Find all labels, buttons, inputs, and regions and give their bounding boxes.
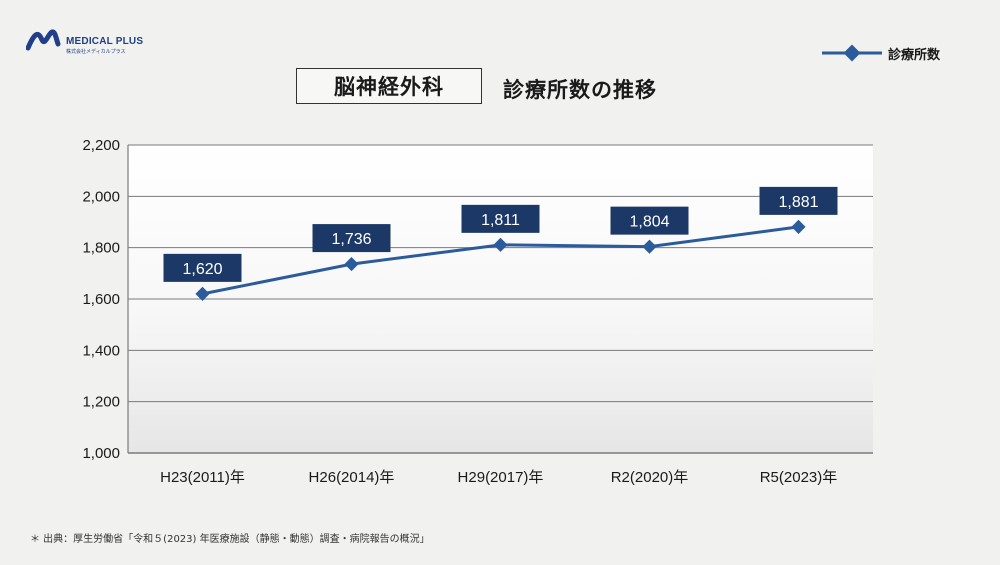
data-label: 1,881 xyxy=(778,194,818,211)
logo-mark-icon xyxy=(25,29,61,51)
source-footnote: ＊ 出典：厚生労働省「令和５(2023) 年医療施設（静態・動態）調査・病院報告… xyxy=(30,534,430,545)
x-tick-label: R5(2023)年 xyxy=(760,469,838,486)
gridlines xyxy=(128,144,873,454)
data-label: 1,736 xyxy=(331,231,371,248)
x-tick-label: H26(2014)年 xyxy=(309,469,395,486)
y-tick-label: 1,800 xyxy=(82,240,120,257)
brand-logo: MEDICAL PLUS 株式会社メディカルプラス xyxy=(25,24,156,64)
logo-company: 株式会社メディカルプラス xyxy=(66,49,126,55)
page-title: 診療所数の推移 xyxy=(503,78,657,102)
data-point xyxy=(791,219,806,234)
y-tick-label: 2,200 xyxy=(82,137,120,154)
logo-name: MEDICAL PLUS xyxy=(66,36,144,47)
y-tick-label: 1,400 xyxy=(82,342,120,359)
y-tick-label: 1,000 xyxy=(82,445,120,462)
data-label-box xyxy=(759,186,838,215)
data-label: 1,620 xyxy=(182,261,222,278)
data-label-box xyxy=(163,253,242,282)
data-point xyxy=(344,257,359,272)
chart-legend: 診療所数 xyxy=(820,40,970,66)
legend-label: 診療所数 xyxy=(888,48,941,63)
y-tick-label: 1,200 xyxy=(82,394,120,411)
y-axis: 1,000 1,200 1,400 1,600 1,800 2,000 2,200 xyxy=(82,137,129,462)
x-axis: H23(2011)年 H26(2014)年 H29(2017)年 R2(2020)年 R… xyxy=(160,469,837,486)
x-tick-label: H23(2011)年 xyxy=(160,469,245,486)
series-line xyxy=(195,219,806,301)
data-label: 1,811 xyxy=(481,212,520,229)
specialty-title: 脳神経外科 xyxy=(296,68,482,104)
x-tick-label: R2(2020)年 xyxy=(611,469,689,486)
data-labels: 1,620 1,736 1,811 1,804 1,881 xyxy=(163,186,838,282)
data-point xyxy=(195,286,210,301)
data-label-box xyxy=(610,206,689,235)
data-label-box xyxy=(461,204,540,233)
y-tick-label: 2,000 xyxy=(82,188,120,205)
data-label-box xyxy=(312,224,391,253)
data-point xyxy=(642,239,657,254)
x-tick-label: H29(2017)年 xyxy=(458,469,544,486)
legend-line-diamond-icon xyxy=(822,44,882,62)
y-tick-label: 1,600 xyxy=(82,291,120,308)
data-point xyxy=(493,237,508,252)
data-label: 1,804 xyxy=(629,214,669,231)
